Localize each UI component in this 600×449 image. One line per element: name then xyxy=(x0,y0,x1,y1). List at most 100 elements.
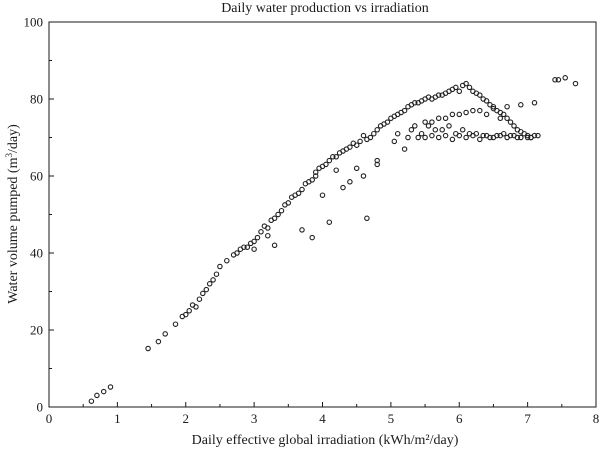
data-point xyxy=(453,130,459,137)
data-point xyxy=(162,331,168,337)
data-point xyxy=(213,271,220,277)
chart-title: Daily water production vs irradiation xyxy=(221,1,429,16)
data-point xyxy=(425,123,432,129)
x-tick-label: 2 xyxy=(183,411,190,426)
data-point xyxy=(408,127,415,133)
data-point xyxy=(217,263,223,270)
data-point xyxy=(405,134,411,141)
data-point xyxy=(442,132,449,139)
data-point xyxy=(271,215,278,222)
data-point xyxy=(251,246,257,252)
data-point xyxy=(463,80,469,87)
data-point xyxy=(241,244,247,250)
y-tick-label: 80 xyxy=(30,92,43,107)
data-point xyxy=(244,244,251,250)
data-point xyxy=(483,98,490,104)
data-point xyxy=(224,257,230,264)
data-point xyxy=(203,286,210,293)
x-tick-label: 6 xyxy=(456,411,463,426)
data-point xyxy=(412,123,418,129)
data-point xyxy=(353,165,360,172)
data-point xyxy=(326,157,333,164)
data-point xyxy=(360,173,367,179)
x-tick-label: 7 xyxy=(524,411,531,426)
data-point xyxy=(453,84,459,91)
data-point xyxy=(374,161,380,168)
data-point xyxy=(309,234,315,241)
data-point xyxy=(429,132,435,139)
data-point xyxy=(172,321,179,327)
data-point xyxy=(265,225,271,231)
data-point xyxy=(439,127,445,133)
y-axis-title-main: Water volume pumped (m xyxy=(6,157,21,303)
data-point xyxy=(422,119,428,125)
data-point xyxy=(504,115,510,122)
data-point xyxy=(196,296,203,302)
data-point xyxy=(518,102,524,108)
data-point xyxy=(271,242,278,249)
data-point xyxy=(463,134,469,141)
data-point xyxy=(367,134,374,141)
data-point xyxy=(326,219,333,225)
data-point xyxy=(500,111,507,118)
data-point xyxy=(477,136,483,143)
x-tick-label: 1 xyxy=(114,411,121,426)
data-point xyxy=(518,134,524,141)
y-axis-title-sup: 3 xyxy=(4,153,14,158)
data-point xyxy=(353,142,360,148)
data-point xyxy=(442,115,449,122)
data-point xyxy=(391,138,398,145)
x-tick-label: 3 xyxy=(251,411,258,426)
data-point xyxy=(459,127,466,133)
data-point xyxy=(507,119,514,125)
data-point xyxy=(206,281,213,287)
data-point xyxy=(572,80,579,87)
data-point xyxy=(100,388,107,395)
data-point xyxy=(234,250,240,256)
data-point xyxy=(323,161,329,168)
data-points xyxy=(88,75,579,404)
data-point xyxy=(432,127,439,133)
data-point xyxy=(107,384,114,390)
data-point xyxy=(429,119,435,125)
data-point xyxy=(483,111,490,118)
data-point xyxy=(299,227,305,233)
data-point xyxy=(295,190,302,197)
y-tick-label: 100 xyxy=(24,15,44,30)
x-axis: 0 1 2 3 4 5 6 7 8 xyxy=(46,402,599,426)
data-point xyxy=(466,84,473,91)
data-point xyxy=(360,132,367,139)
data-point xyxy=(535,132,541,139)
data-point xyxy=(446,123,452,129)
y-axis: 0 20 40 60 80 100 xyxy=(24,15,54,415)
data-point xyxy=(466,130,473,137)
data-point xyxy=(374,127,380,133)
data-point xyxy=(422,134,428,141)
x-axis-title: Daily effective global irradiation (kWh/… xyxy=(192,433,459,448)
data-point xyxy=(312,169,319,175)
data-point xyxy=(210,277,216,283)
data-point xyxy=(94,392,100,399)
data-point xyxy=(531,100,538,106)
data-point xyxy=(275,211,281,218)
data-point xyxy=(418,130,425,137)
data-point xyxy=(477,107,483,114)
data-point xyxy=(435,134,442,141)
data-point xyxy=(285,200,292,206)
data-point xyxy=(477,92,483,98)
data-point xyxy=(480,132,486,139)
data-point xyxy=(456,111,463,118)
data-point xyxy=(254,234,261,241)
data-point xyxy=(473,130,480,137)
data-point xyxy=(309,177,315,183)
data-point xyxy=(555,77,562,83)
data-point xyxy=(449,111,456,118)
data-point xyxy=(435,115,442,122)
data-point xyxy=(251,238,257,245)
data-point xyxy=(449,136,456,143)
data-point xyxy=(487,134,493,141)
data-point xyxy=(312,173,319,179)
data-point xyxy=(415,134,421,141)
data-point xyxy=(514,134,521,141)
